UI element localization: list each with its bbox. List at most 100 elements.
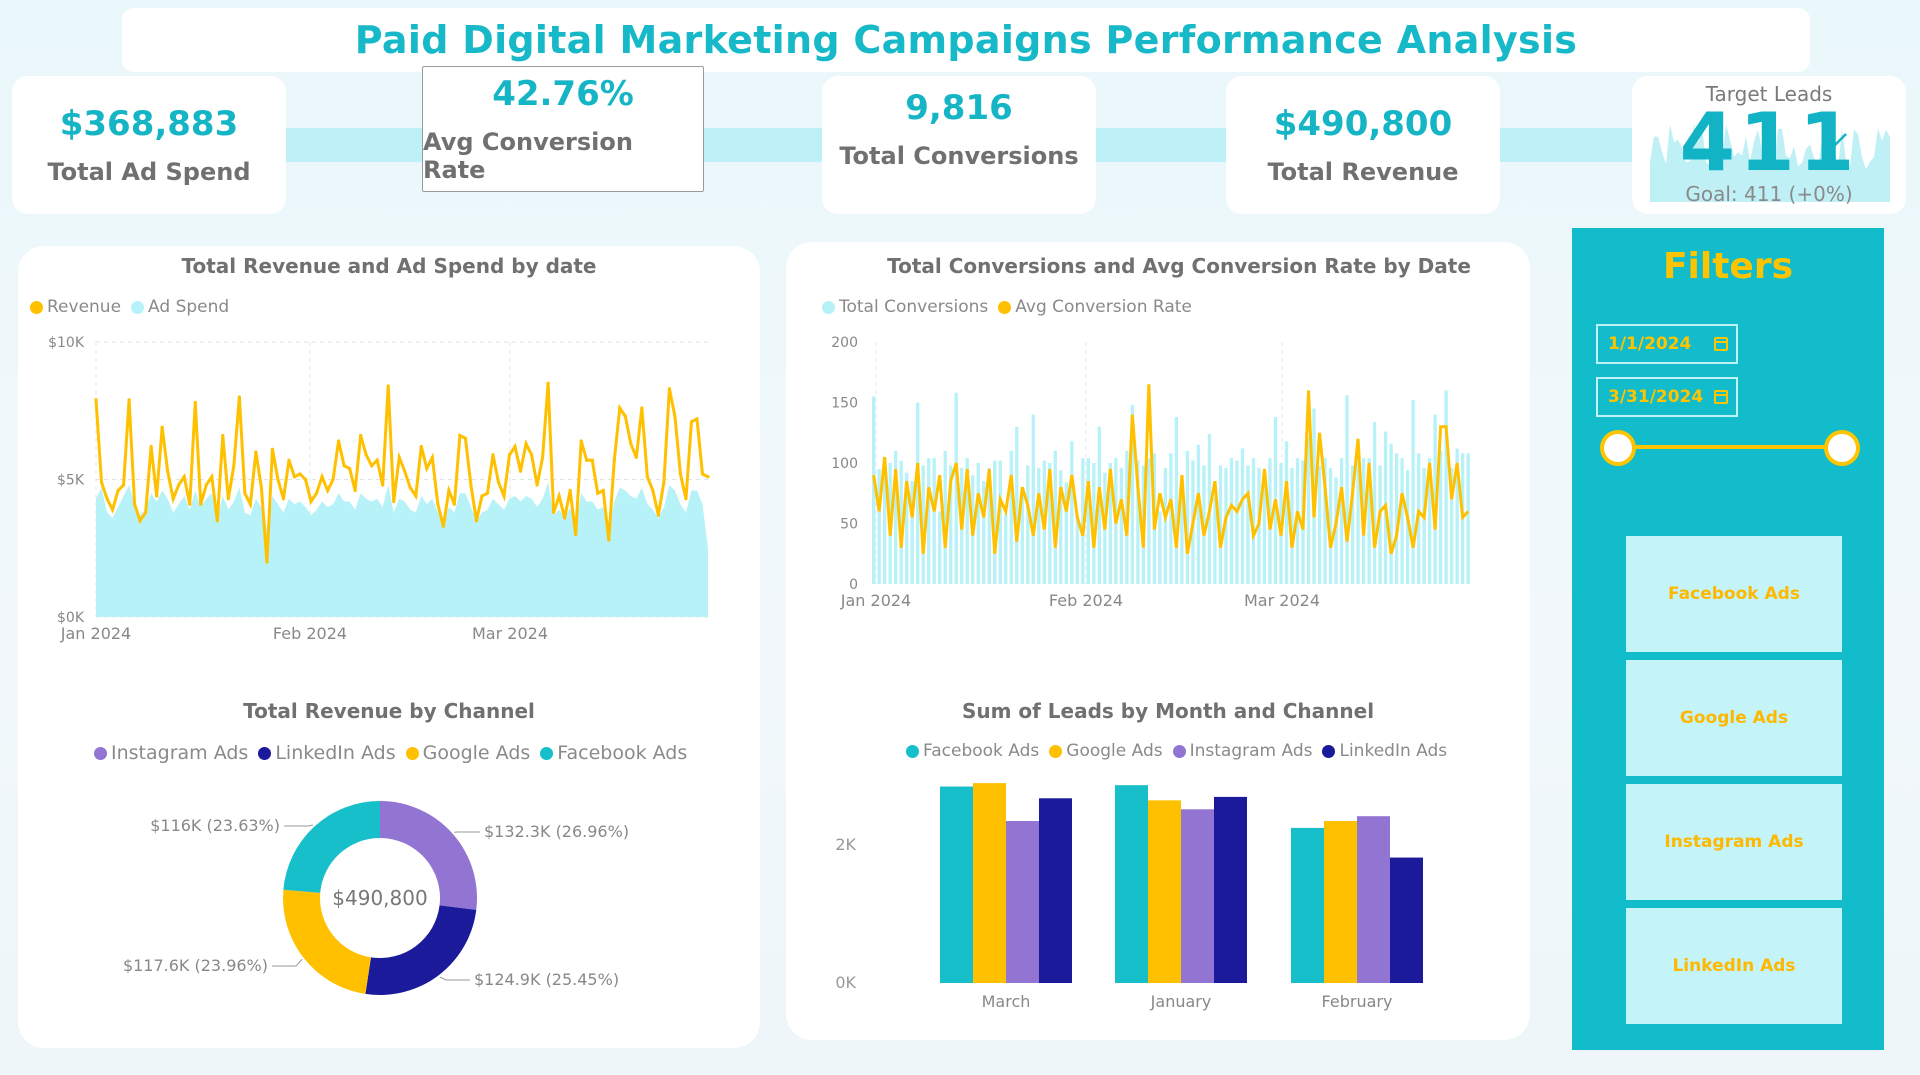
legend-item[interactable]: Instagram Ads [94,742,248,764]
legend-item[interactable]: Total Conversions [822,297,988,317]
legend-dot [405,746,419,760]
conversion-bar [905,472,909,584]
revenue-point [700,472,705,476]
donut-data-label: $116K (23.63%) [150,816,280,835]
target-title: Target Leads [1705,82,1833,106]
revenue-point [353,488,357,493]
leads-bar [1006,821,1039,983]
donut-data-label: $132.3K (26.96%) [484,822,629,841]
revenue-point [99,480,104,484]
conversion-bar [965,458,969,584]
donut-slice [365,905,477,995]
revenue-point [221,433,225,438]
conversion-bar [976,463,980,584]
conversion-bar [1213,496,1217,584]
start-date-field[interactable]: 1/1/2024 [1596,324,1738,364]
chart-title-revenue-channel: Total Revenue by Channel [243,699,535,723]
conversion-bar [1378,465,1382,584]
legend-item[interactable]: LinkedIn Ads [258,742,396,764]
legend-item[interactable]: Facebook Ads [540,742,687,764]
conversion-bar [1400,458,1404,584]
revenue-point [535,483,539,487]
conversion-bar [1070,441,1074,584]
y-tick-label: 150 [831,396,858,412]
donut-slice [283,801,380,893]
revenue-point [331,477,335,482]
conversion-bar [1185,450,1190,584]
legend-dot [131,300,145,314]
legend-item[interactable]: Google Ads [405,742,530,764]
legend-item[interactable]: LinkedIn Ads [1322,741,1447,761]
check-icon [1829,133,1847,147]
date-range-start-handle[interactable] [1600,430,1636,466]
legend-item[interactable]: Ad Spend [131,297,229,317]
conversion-bar [916,402,920,584]
dashboard-title-bar: Paid Digital Marketing Campaigns Perform… [122,8,1810,72]
legend-conversions: Total Conversions Avg Conversion Rate [822,297,1192,317]
leads-bar [1115,785,1148,983]
legend-label: LinkedIn Ads [275,742,396,764]
revenue-point [127,398,131,402]
leads-bar [1039,798,1072,983]
legend-dot [998,300,1012,314]
legend-item[interactable]: Google Ads [1049,741,1163,761]
conversion-bar [899,460,903,584]
conversion-bar [1251,458,1256,584]
date-range-end-handle[interactable] [1824,430,1860,466]
kpi-total-revenue[interactable]: $490,800 Total Revenue [1226,76,1500,214]
legend-item[interactable]: Revenue [30,297,121,317]
revenue-point [579,439,583,443]
left-panel [18,246,760,1048]
revenue-channel-donut[interactable]: $132.3K (26.96%) $124.9K (25.45%) $117.6K … [18,770,760,1020]
end-date-field[interactable]: 3/31/2024 [1596,377,1738,417]
revenue-point [485,491,490,495]
calendar-icon[interactable] [1714,337,1728,351]
conversion-bar [1037,467,1041,584]
revenue-point [348,466,352,471]
leads-bar-chart[interactable]: 2K 0K March January February [786,770,1530,1030]
legend-dot [540,746,554,760]
conversion-bar [1218,465,1223,584]
revenue-point [563,516,567,520]
kpi-avg-conversion-rate[interactable]: 42.76% Avg Conversion Rate [422,66,704,192]
revenue-point [144,510,148,515]
revenue-point [574,532,578,537]
filter-instagram-ads-button[interactable]: Instagram Ads [1626,784,1842,900]
legend-item[interactable]: Instagram Ads [1172,741,1312,761]
kpi-value: $368,883 [59,104,239,144]
legend-label: Revenue [47,297,122,317]
revenue-point [265,560,269,564]
legend-label: Instagram Ads [111,742,249,764]
revenue-point [132,502,137,506]
leads-bar [940,786,973,983]
y-tick-label: 0 [849,577,858,593]
conversion-bar [877,469,881,584]
revenue-line [94,383,709,563]
legend-item[interactable]: Facebook Ads [906,741,1039,761]
filter-linkedin-ads-button[interactable]: LinkedIn Ads [1626,908,1842,1024]
filter-google-ads-button[interactable]: Google Ads [1626,660,1842,776]
legend-dot [1172,744,1186,758]
conversion-bar [1444,390,1448,584]
date-range-slider-track[interactable] [1620,445,1840,449]
revenue-point [210,475,214,479]
conversion-bar [1367,458,1371,584]
filter-facebook-ads-button[interactable]: Facebook Ads [1626,536,1842,652]
conversion-bar [1411,400,1415,584]
kpi-target-leads[interactable]: Target Leads 411 Goal: 411 (+0%) [1632,76,1906,214]
filters-panel: Filters 1/1/2024 3/31/2024 Facebook Ads … [1572,228,1884,1050]
revenue-point [518,469,523,473]
kpi-total-conversions[interactable]: 9,816 Total Conversions [822,76,1096,214]
y-tick-label: $5K [57,473,85,489]
target-goal: Goal: 411 (+0%) [1685,182,1853,206]
chart-title-leads: Sum of Leads by Month and Channel [961,699,1375,723]
conversion-rate-line [872,384,1470,555]
conversion-bar [1328,467,1333,584]
kpi-total-ad-spend[interactable]: $368,883 Total Ad Spend [12,76,286,214]
legend-item[interactable]: Avg Conversion Rate [998,297,1192,317]
conversion-bar [938,511,942,584]
kpi-label: Total Ad Spend [47,158,251,186]
calendar-icon[interactable] [1714,390,1728,404]
